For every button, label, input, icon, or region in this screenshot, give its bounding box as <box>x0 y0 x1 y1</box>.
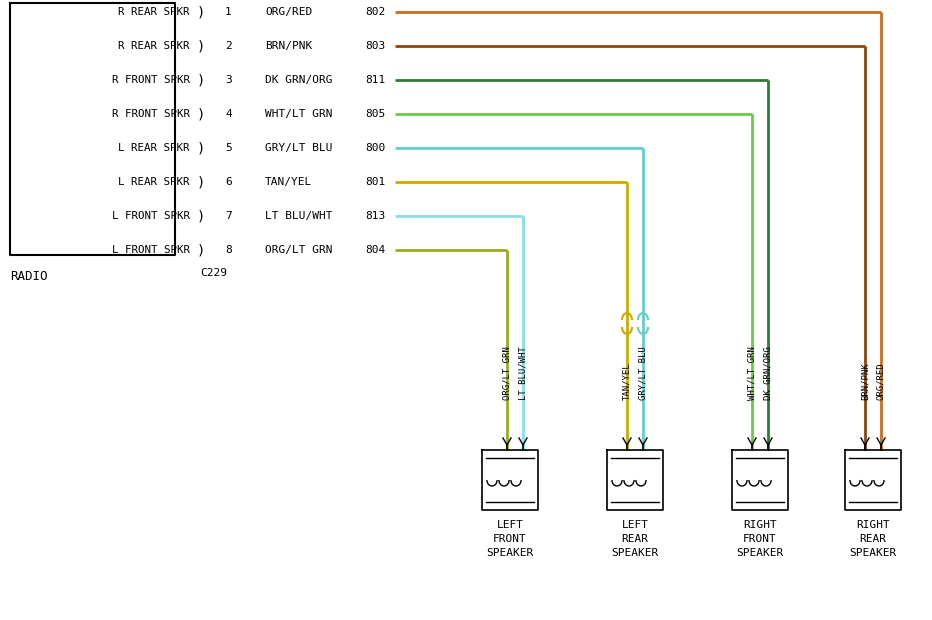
Text: ORG/LT GRN: ORG/LT GRN <box>502 346 512 400</box>
Text: ORG/LT GRN: ORG/LT GRN <box>265 245 333 255</box>
Text: 5: 5 <box>225 143 232 153</box>
Text: 4: 4 <box>225 109 232 119</box>
Text: 802: 802 <box>365 7 385 17</box>
Text: BRN/PNK: BRN/PNK <box>860 362 870 400</box>
Text: SPEAKER: SPEAKER <box>611 548 659 558</box>
Text: 805: 805 <box>365 109 385 119</box>
Text: 1: 1 <box>225 7 232 17</box>
Text: FRONT: FRONT <box>493 534 527 544</box>
Text: R FRONT SPKR: R FRONT SPKR <box>112 109 190 119</box>
Text: SPEAKER: SPEAKER <box>487 548 534 558</box>
Text: 803: 803 <box>365 41 385 51</box>
Text: DK GRN/ORG: DK GRN/ORG <box>265 75 333 85</box>
Text: LEFT: LEFT <box>497 520 524 530</box>
Text: ORG/RED: ORG/RED <box>265 7 312 17</box>
Text: R FRONT SPKR: R FRONT SPKR <box>112 75 190 85</box>
Text: 801: 801 <box>365 177 385 187</box>
Text: ): ) <box>197 107 205 121</box>
Text: 813: 813 <box>365 211 385 221</box>
Text: REAR: REAR <box>859 534 886 544</box>
Text: LT BLU/WHT: LT BLU/WHT <box>518 346 528 400</box>
Text: 804: 804 <box>365 245 385 255</box>
Text: R REAR SPKR: R REAR SPKR <box>118 7 190 17</box>
Text: ): ) <box>197 175 205 189</box>
Text: REAR: REAR <box>622 534 649 544</box>
Text: L FRONT SPKR: L FRONT SPKR <box>112 245 190 255</box>
Text: WHT/LT GRN: WHT/LT GRN <box>265 109 333 119</box>
Text: ): ) <box>197 209 205 223</box>
Text: ): ) <box>197 141 205 155</box>
Text: ): ) <box>197 39 205 53</box>
Text: SPEAKER: SPEAKER <box>736 548 784 558</box>
Text: LT BLU/WHT: LT BLU/WHT <box>265 211 333 221</box>
Text: C229: C229 <box>200 268 227 278</box>
Text: 811: 811 <box>365 75 385 85</box>
Text: 800: 800 <box>365 143 385 153</box>
Text: RADIO: RADIO <box>10 270 48 283</box>
Text: RIGHT: RIGHT <box>857 520 890 530</box>
Text: 8: 8 <box>225 245 232 255</box>
Text: ): ) <box>197 73 205 87</box>
Text: 2: 2 <box>225 41 232 51</box>
Text: RIGHT: RIGHT <box>743 520 777 530</box>
Text: R REAR SPKR: R REAR SPKR <box>118 41 190 51</box>
Text: TAN/YEL: TAN/YEL <box>623 362 632 400</box>
Text: BRN/PNK: BRN/PNK <box>265 41 312 51</box>
Text: L REAR SPKR: L REAR SPKR <box>118 143 190 153</box>
Text: ): ) <box>197 243 205 257</box>
Text: GRY/LT BLU: GRY/LT BLU <box>638 346 648 400</box>
Text: TAN/YEL: TAN/YEL <box>265 177 312 187</box>
Text: L REAR SPKR: L REAR SPKR <box>118 177 190 187</box>
Text: 7: 7 <box>225 211 232 221</box>
Text: SPEAKER: SPEAKER <box>849 548 897 558</box>
Text: 6: 6 <box>225 177 232 187</box>
Text: L FRONT SPKR: L FRONT SPKR <box>112 211 190 221</box>
Text: 3: 3 <box>225 75 232 85</box>
Text: ): ) <box>197 5 205 19</box>
Text: GRY/LT BLU: GRY/LT BLU <box>265 143 333 153</box>
Text: DK GRN/ORG: DK GRN/ORG <box>763 346 773 400</box>
Text: FRONT: FRONT <box>743 534 777 544</box>
Text: LEFT: LEFT <box>622 520 649 530</box>
Text: ORG/RED: ORG/RED <box>876 362 885 400</box>
Text: WHT/LT GRN: WHT/LT GRN <box>747 346 757 400</box>
